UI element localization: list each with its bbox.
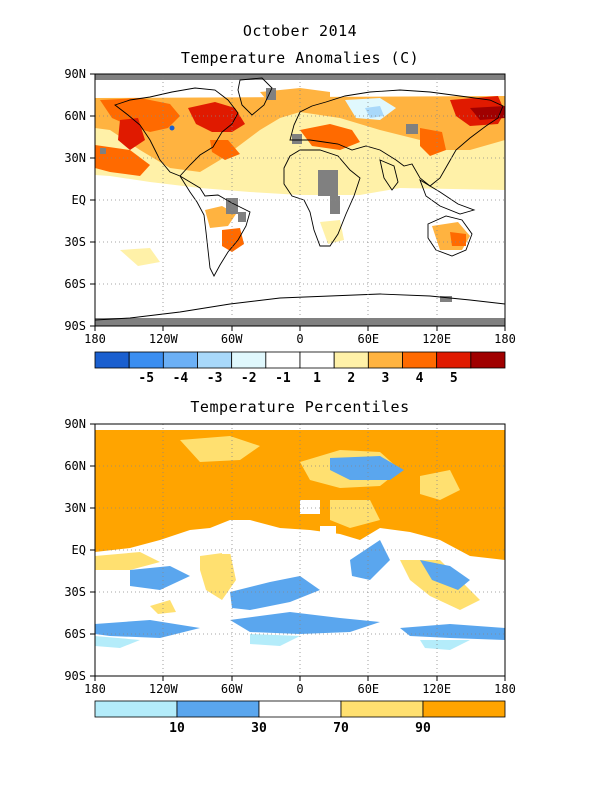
colorbar1-cell	[162, 351, 198, 369]
colorbar1-cell	[333, 351, 369, 369]
map1-x-tick-label: 180	[84, 332, 106, 346]
map1-title: Temperature Anomalies (C)	[180, 49, 420, 67]
map1-y-tick-label: EQ	[72, 193, 86, 207]
colorbar1-label: -4	[173, 371, 189, 386]
map1-ticks	[90, 73, 506, 331]
map2-grid	[95, 424, 505, 676]
map2-y-tick-label: 30N	[64, 501, 86, 515]
map1-y-tick-label: 30S	[64, 235, 86, 249]
colorbar1-label: 4	[416, 371, 424, 386]
colorbar2-cell	[340, 700, 424, 718]
map1-x-tick-label: 120W	[149, 332, 179, 346]
map1-colorbar: -5 -4 -3 -2 -1 1 2 3 4 5	[94, 351, 506, 386]
colorbar1-label: 5	[450, 371, 458, 386]
map2-x-tick-label: 0	[296, 682, 303, 696]
map2-y-tick-label: 90N	[64, 417, 86, 431]
map1-y-tick-label: 60S	[64, 277, 86, 291]
map2-fields	[95, 430, 505, 650]
colorbar1-cell	[367, 351, 403, 369]
colorbar1-label: -1	[275, 371, 291, 386]
colorbar2-label: 10	[169, 721, 185, 736]
map2-y-labels: 90N 60N 30N EQ 30S 60S 90S	[64, 417, 86, 683]
map2-colorbar: 10 30 70 90	[94, 700, 506, 736]
colorbar1-cell	[436, 351, 472, 369]
map1-y-labels: 90N 60N 30N EQ 30S 60S 90S	[64, 67, 86, 333]
map2-x-tick-label: 180	[84, 682, 106, 696]
map2-x-tick-label: 60W	[221, 682, 243, 696]
map2-y-tick-label: 90S	[64, 669, 86, 683]
colorbar1-cell	[197, 351, 233, 369]
map2-x-labels: 180 120W 60W 0 60E 120E 180	[84, 682, 516, 696]
map1-y-tick-label: 90S	[64, 319, 86, 333]
colorbar1-label: 2	[347, 371, 355, 386]
map1-x-tick-label: 60E	[357, 332, 379, 346]
map1-x-labels: 180 120W 60W 0 60E 120E 180	[84, 332, 516, 346]
map2-y-tick-label: EQ	[72, 543, 86, 557]
colorbar1-cell	[94, 351, 130, 369]
map2-x-tick-label: 120E	[422, 682, 451, 696]
map1-y-tick-label: 30N	[64, 151, 86, 165]
map2-plot: 180 120W 60W 0 60E 120E 180 90N60N30NEQ30S60S9…	[64, 417, 516, 696]
colorbar1-cell	[231, 351, 267, 369]
map1-y-tick-label: 60N	[64, 109, 86, 123]
colorbar2-label: 30	[251, 721, 267, 736]
colorbar2-label: 70	[333, 721, 349, 736]
map2-title: Temperature Percentiles	[190, 398, 410, 416]
colorbar2-cell	[258, 700, 342, 718]
map1-grid	[95, 74, 505, 326]
map2-y-tick-label: 60S	[64, 627, 86, 641]
colorbar1-label: -5	[138, 371, 154, 386]
colorbar1-cell	[265, 351, 301, 369]
colorbar2-cell	[176, 700, 260, 718]
map2-y-tick-label: 60N	[64, 459, 86, 473]
colorbar1-label: -2	[241, 371, 257, 386]
colorbar2-label: 90	[415, 721, 431, 736]
map1-x-tick-label: 120E	[422, 332, 451, 346]
page-title: October 2014	[242, 22, 358, 40]
colorbar1-cell	[299, 351, 335, 369]
map2-y-tick-label: 30S	[64, 585, 86, 599]
map1-y-tick-label: 90N	[64, 67, 86, 81]
colorbar1-cell	[128, 351, 164, 369]
colorbar1-label: -3	[207, 371, 223, 386]
map2-ticks	[90, 423, 506, 681]
colorbar1-label: 1	[313, 371, 321, 386]
map1-plot: 180 120W 60W 0 60E 120E 180 90N60N30NEQ30S60S9…	[64, 67, 516, 346]
colorbar1-cell	[470, 351, 506, 369]
map2-x-tick-label: 180	[494, 682, 516, 696]
colorbar1-cell	[402, 351, 438, 369]
colorbar1-label: 3	[382, 371, 390, 386]
map1-x-tick-label: 60W	[221, 332, 243, 346]
map2-x-tick-label: 60E	[357, 682, 379, 696]
map2-x-tick-label: 120W	[149, 682, 179, 696]
colorbar2-cell	[94, 700, 178, 718]
map1-x-tick-label: 180	[494, 332, 516, 346]
map1-x-tick-label: 0	[296, 332, 303, 346]
colorbar2-cell	[422, 700, 506, 718]
